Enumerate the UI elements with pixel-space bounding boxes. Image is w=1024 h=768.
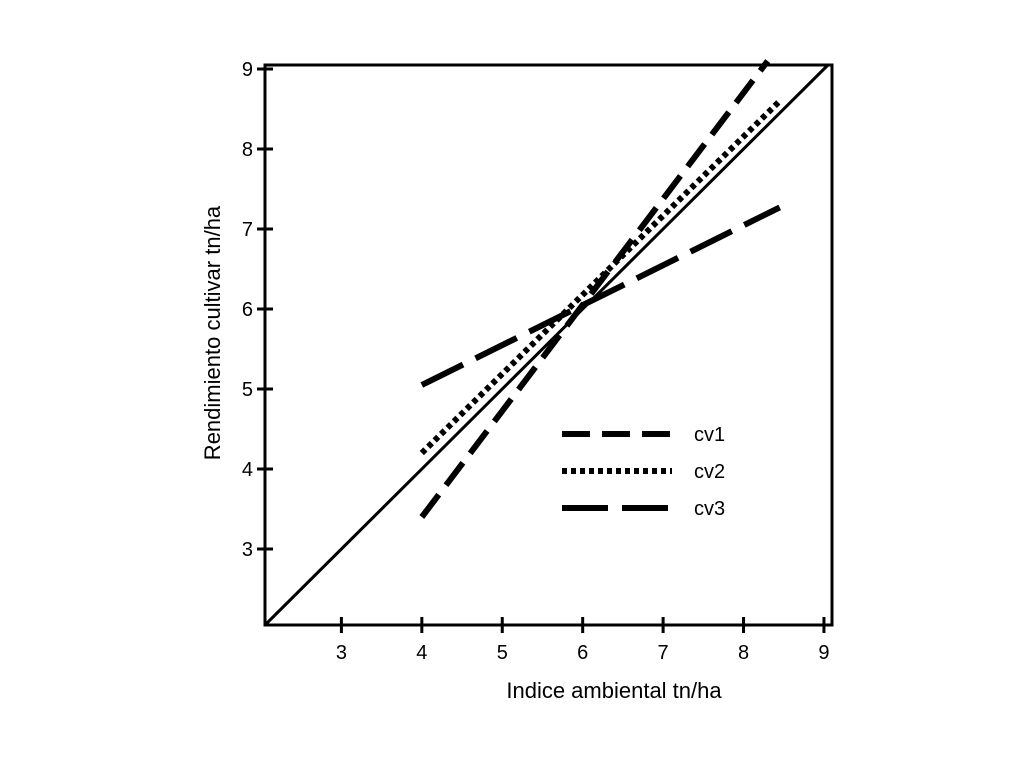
legend-label-cv3: cv3 [694,498,725,520]
y-tick-label: 9 [242,59,253,81]
y-tick-label: 8 [242,139,253,161]
reference-line [263,63,830,627]
series-line-cv2 [419,98,782,456]
legend-label-cv1: cv1 [694,424,725,446]
x-axis-title: Indice ambiental tn/ha [506,678,722,703]
legend: cv1 cv2 cv3 [562,424,725,520]
y-axis-title: Rendimiento cultivar tn/ha [200,205,225,460]
y-tick-label: 3 [242,539,253,561]
x-tick-label: 3 [336,642,347,664]
y-tick-label: 6 [242,299,253,321]
series-line-cv3 [420,204,782,388]
legend-label-cv2: cv2 [694,461,725,483]
x-tick-label: 9 [818,642,829,664]
y-tick-label: 4 [242,459,253,481]
x-tick-label: 4 [416,642,427,664]
x-tick-label: 7 [658,642,669,664]
y-tick-label: 7 [242,219,253,241]
plot-frame [263,63,834,627]
x-tick-label: 8 [738,642,749,664]
series-line-cv1 [419,59,771,519]
x-tick-label: 5 [497,642,508,664]
x-tick-label: 6 [577,642,588,664]
y-tick-label: 5 [242,379,253,401]
